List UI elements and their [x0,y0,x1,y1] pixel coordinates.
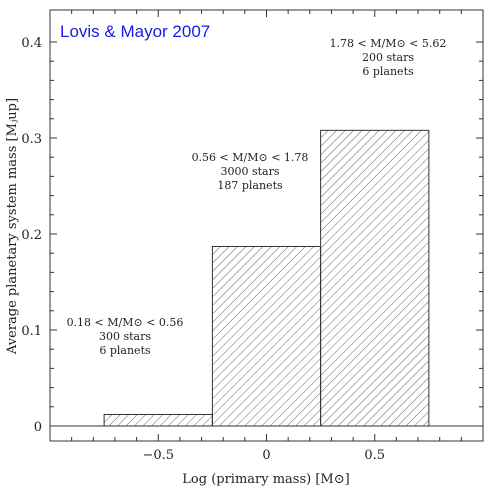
bin-annotation-line: 0.18 < M/M⊙ < 0.56 [67,316,184,329]
bin-annotation-line: 300 stars [99,330,151,343]
x-axis-label: Log (primary mass) [M⊙] [182,472,349,487]
histogram-bar-2 [211,245,322,427]
bin-annotation-line: 6 planets [362,65,414,78]
y-tick-label: 0 [34,420,42,435]
histogram-bar-3 [320,129,430,427]
x-tick-label: 0 [262,448,270,463]
y-tick-label: 0.1 [21,324,42,339]
x-tick-label: −0.5 [142,448,174,463]
y-tick-label: 0.3 [21,132,42,147]
bin-annotation-line: 1.78 < M/M⊙ < 5.62 [330,37,447,50]
credit-text: Lovis & Mayor 2007 [60,22,210,41]
bin-annotation-line: 200 stars [362,51,414,64]
bin-annotation-line: 187 planets [217,179,283,192]
y-tick-label: 0.2 [21,228,42,243]
histogram-bar-1 [103,413,213,427]
bin-annotation-line: 0.56 < M/M⊙ < 1.78 [192,151,309,164]
x-tick-label: 0.5 [364,448,385,463]
bars-group [50,129,483,427]
y-tick-label: 0.4 [21,36,42,51]
bin-annotation-line: 3000 stars [220,165,279,178]
ticks-group: −0.5 0 0.5 0 0.1 0.2 0.3 0.4 [21,10,484,463]
y-axis-label: Average planetary system mass [Mⱼup] [5,98,20,355]
bin-annotation-line: 6 planets [99,344,151,357]
